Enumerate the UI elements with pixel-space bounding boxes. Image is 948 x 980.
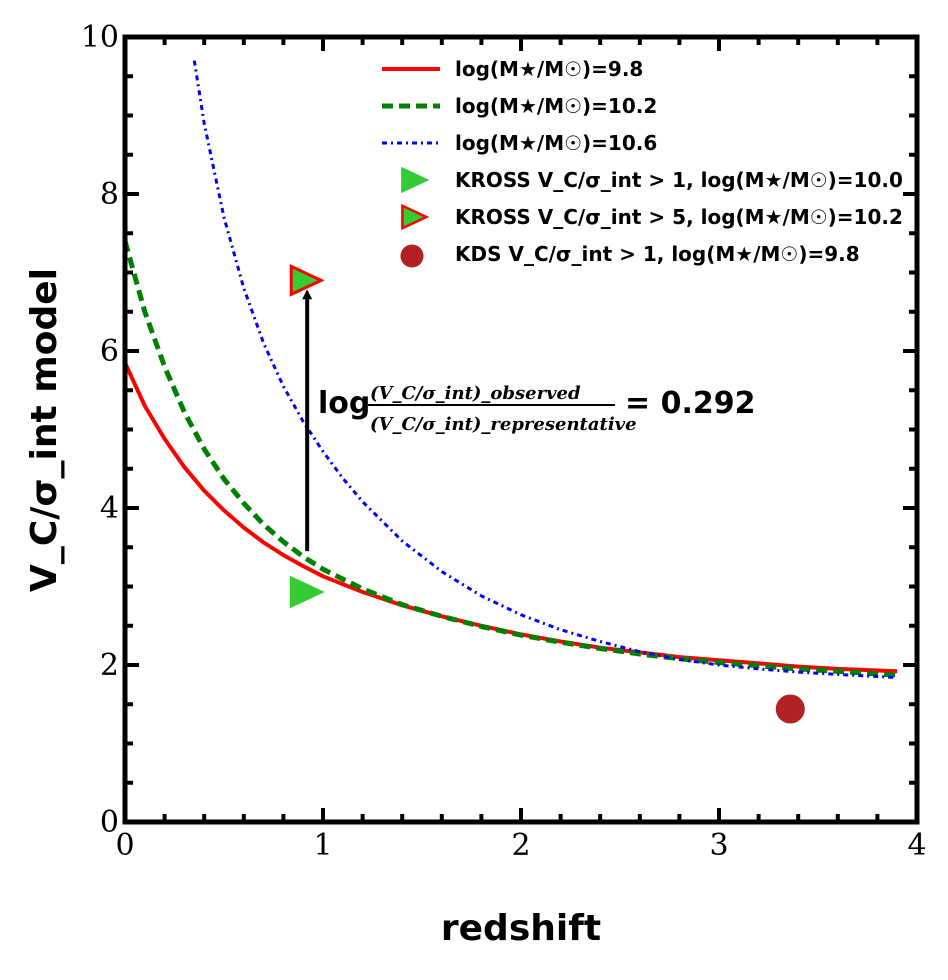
x-tick-label: 1: [313, 828, 332, 863]
annotation-numerator: (V_C/σ_int)_observed: [370, 383, 581, 404]
annotation-value: = 0.292: [625, 386, 755, 421]
y-axis-title: V_C/σ_int model: [24, 268, 65, 592]
annotation-prefix: log: [318, 386, 370, 421]
legend-entry-2: log(M★/M☉)=10.6: [382, 131, 657, 155]
legend: log(M★/M☉)=9.8 log(M★/M☉)=10.2 log(M★/M☉)=…: [382, 57, 903, 268]
x-axis-title: redshift: [441, 908, 601, 949]
y-tick-label: 6: [100, 334, 119, 369]
legend-entry-0: log(M★/M☉)=9.8: [382, 57, 643, 81]
legend-swatch-5: [400, 244, 424, 268]
y-tick-label: 8: [100, 177, 119, 212]
x-tick-label: 3: [709, 828, 728, 863]
points-layer: [289, 263, 805, 724]
legend-label-5: KDS V_C/σ_int > 1, log(M★/M☉)=9.8: [455, 242, 860, 266]
series-line-1: [125, 240, 898, 678]
legend-label-0: log(M★/M☉)=9.8: [455, 57, 643, 81]
y-tick-label: 10: [81, 20, 119, 55]
annotation-denominator: (V_C/σ_int)_representative: [370, 414, 637, 435]
legend-label-2: log(M★/M☉)=10.6: [455, 131, 657, 155]
x-tick-label: 4: [907, 828, 926, 863]
legend-label-1: log(M★/M☉)=10.2: [455, 94, 657, 118]
y-tick-label: 4: [100, 491, 119, 526]
legend-label-3: KROSS V_C/σ_int > 1, log(M★/M☉)=10.0: [455, 168, 903, 192]
series-line-0: [125, 361, 898, 674]
annotation-layer: log (V_C/σ_int)_observed (V_C/σ_int)_repre…: [302, 289, 755, 552]
legend-swatch-4: [401, 203, 430, 231]
y-tick-label: 2: [100, 648, 119, 683]
x-tick-label: 2: [511, 828, 530, 863]
axes: 0 1 2 3 4 0 2 4 6 8 10 redshift V_C/σ_int model: [24, 20, 927, 949]
legend-label-4: KROSS V_C/σ_int > 5, log(M★/M☉)=10.2: [455, 205, 903, 229]
y-tick-label: 0: [100, 805, 119, 840]
legend-entry-3: KROSS V_C/σ_int > 1, log(M★/M☉)=10.0: [401, 166, 903, 194]
data-point-0: [289, 575, 325, 609]
data-point-2: [775, 694, 805, 724]
series-layer: [125, 60, 898, 680]
legend-swatch-3: [401, 166, 430, 194]
legend-entry-5: KDS V_C/σ_int > 1, log(M★/M☉)=9.8: [400, 242, 860, 268]
data-point-1: [289, 263, 325, 297]
series-line-2: [192, 60, 898, 680]
x-tick-label: 0: [115, 828, 134, 863]
legend-entry-1: log(M★/M☉)=10.2: [382, 94, 657, 118]
legend-entry-4: KROSS V_C/σ_int > 5, log(M★/M☉)=10.2: [401, 203, 903, 231]
